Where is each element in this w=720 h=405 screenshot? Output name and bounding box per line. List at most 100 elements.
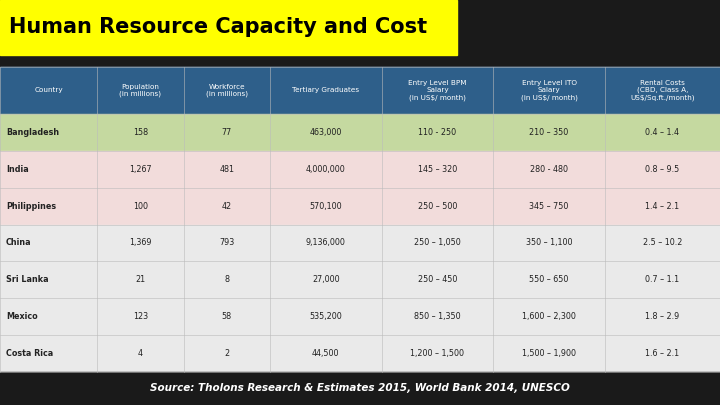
Text: 1.6 – 2.1: 1.6 – 2.1 <box>645 349 680 358</box>
Text: Country: Country <box>35 87 63 94</box>
Text: 1,200 – 1,500: 1,200 – 1,500 <box>410 349 464 358</box>
Text: 21: 21 <box>135 275 145 284</box>
Bar <box>0 188 97 224</box>
Bar <box>184 224 270 261</box>
Text: Tertiary Graduates: Tertiary Graduates <box>292 87 359 94</box>
Bar <box>0 67 97 114</box>
Bar <box>0 261 97 298</box>
Bar <box>493 335 605 372</box>
Bar <box>270 114 382 151</box>
Bar <box>0 114 97 151</box>
Bar <box>493 114 605 151</box>
Bar <box>0 224 97 261</box>
Bar <box>97 335 184 372</box>
Text: Bangladesh: Bangladesh <box>6 128 59 137</box>
Bar <box>270 298 382 335</box>
Text: 2.5 – 10.2: 2.5 – 10.2 <box>643 239 682 247</box>
Bar <box>97 188 184 224</box>
Text: 27,000: 27,000 <box>312 275 340 284</box>
Bar <box>382 67 493 114</box>
Bar <box>493 151 605 188</box>
Text: 350 – 1,100: 350 – 1,100 <box>526 239 572 247</box>
Bar <box>97 114 184 151</box>
Text: 1,267: 1,267 <box>129 165 152 174</box>
Bar <box>493 261 605 298</box>
Text: 9,136,000: 9,136,000 <box>306 239 346 247</box>
Text: Human Resource Capacity and Cost: Human Resource Capacity and Cost <box>9 17 427 37</box>
Bar <box>184 114 270 151</box>
Text: 8: 8 <box>225 275 229 284</box>
Text: 42: 42 <box>222 202 232 211</box>
Bar <box>605 298 720 335</box>
Bar <box>184 188 270 224</box>
Text: 481: 481 <box>220 165 234 174</box>
Text: 250 – 450: 250 – 450 <box>418 275 457 284</box>
Bar <box>184 335 270 372</box>
Bar <box>493 67 605 114</box>
Bar <box>184 67 270 114</box>
Bar <box>270 151 382 188</box>
Text: 250 – 500: 250 – 500 <box>418 202 457 211</box>
Text: 250 – 1,050: 250 – 1,050 <box>414 239 461 247</box>
Text: 0.7 – 1.1: 0.7 – 1.1 <box>645 275 680 284</box>
Text: 280 - 480: 280 - 480 <box>530 165 568 174</box>
Bar <box>0 67 720 372</box>
Text: China: China <box>6 239 32 247</box>
Bar <box>605 114 720 151</box>
Bar <box>382 188 493 224</box>
Text: 145 – 320: 145 – 320 <box>418 165 457 174</box>
Text: 793: 793 <box>219 239 235 247</box>
Text: 0.8 – 9.5: 0.8 – 9.5 <box>645 165 680 174</box>
Bar <box>97 224 184 261</box>
Text: 158: 158 <box>132 128 148 137</box>
Text: 1.8 – 2.9: 1.8 – 2.9 <box>645 312 680 321</box>
Text: 4: 4 <box>138 349 143 358</box>
Text: India: India <box>6 165 29 174</box>
Bar <box>605 67 720 114</box>
Text: 0.4 – 1.4: 0.4 – 1.4 <box>645 128 680 137</box>
Text: 850 – 1,350: 850 – 1,350 <box>414 312 461 321</box>
Bar <box>0 372 720 405</box>
Bar <box>270 224 382 261</box>
Bar <box>493 224 605 261</box>
Bar <box>605 335 720 372</box>
Text: 1.4 – 2.1: 1.4 – 2.1 <box>645 202 680 211</box>
Text: Population
(in millions): Population (in millions) <box>120 84 161 97</box>
Bar <box>0 335 97 372</box>
Text: Costa Rica: Costa Rica <box>6 349 53 358</box>
Bar <box>0 151 97 188</box>
Bar <box>605 261 720 298</box>
Text: Workforce
(in millions): Workforce (in millions) <box>206 84 248 97</box>
Bar <box>0 0 457 55</box>
Bar <box>605 224 720 261</box>
Bar <box>184 298 270 335</box>
Bar <box>97 67 184 114</box>
Bar <box>0 298 97 335</box>
Text: 2: 2 <box>224 349 230 358</box>
Bar <box>382 114 493 151</box>
Bar <box>605 188 720 224</box>
Bar <box>184 261 270 298</box>
Text: 1,369: 1,369 <box>129 239 152 247</box>
Text: 345 – 750: 345 – 750 <box>529 202 569 211</box>
Bar <box>97 261 184 298</box>
Bar <box>97 298 184 335</box>
Text: Philippines: Philippines <box>6 202 56 211</box>
Bar <box>270 188 382 224</box>
Text: 210 – 350: 210 – 350 <box>529 128 569 137</box>
Text: 550 – 650: 550 – 650 <box>529 275 569 284</box>
Text: 44,500: 44,500 <box>312 349 340 358</box>
Text: Source: Tholons Research & Estimates 2015, World Bank 2014, UNESCO: Source: Tholons Research & Estimates 201… <box>150 384 570 393</box>
Text: 463,000: 463,000 <box>310 128 342 137</box>
Text: 1,500 – 1,900: 1,500 – 1,900 <box>522 349 576 358</box>
Bar <box>382 298 493 335</box>
Text: 1,600 – 2,300: 1,600 – 2,300 <box>522 312 576 321</box>
Bar <box>97 151 184 188</box>
Text: 535,200: 535,200 <box>310 312 342 321</box>
Bar <box>382 335 493 372</box>
Bar <box>382 151 493 188</box>
Text: 100: 100 <box>133 202 148 211</box>
Bar <box>493 188 605 224</box>
Text: 58: 58 <box>222 312 232 321</box>
Bar <box>382 261 493 298</box>
